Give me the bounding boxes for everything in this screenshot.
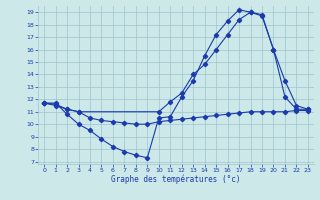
X-axis label: Graphe des températures (°c): Graphe des températures (°c)	[111, 175, 241, 184]
